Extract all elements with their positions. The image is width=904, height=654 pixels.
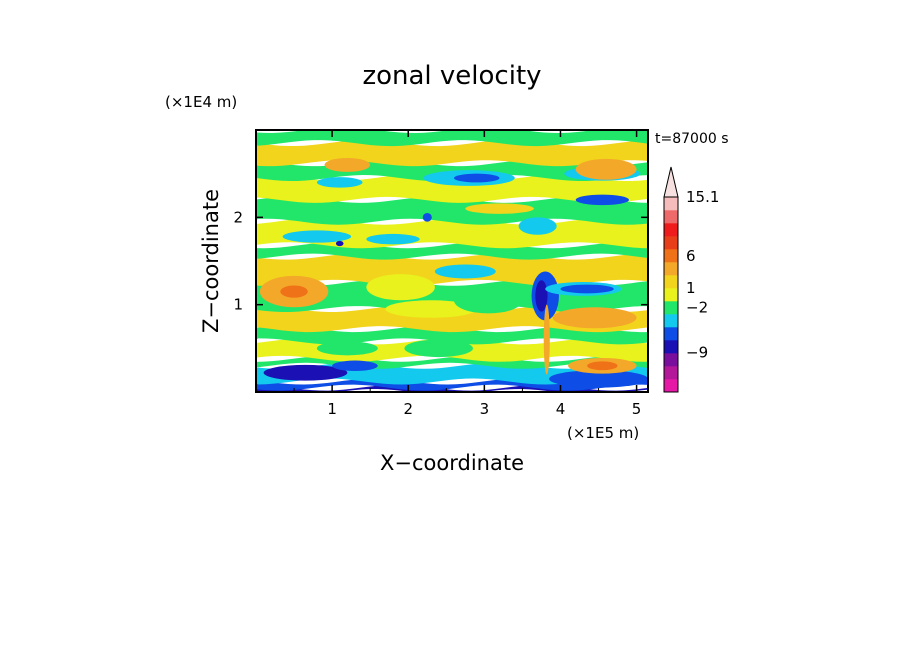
x-tick-label: 5 xyxy=(632,400,642,418)
colorbar-swatch xyxy=(664,210,678,224)
contour-band xyxy=(256,196,648,225)
plot-frame xyxy=(255,129,649,393)
y-tick-label: 1 xyxy=(233,296,243,314)
contour-patch xyxy=(385,300,477,318)
colorbar-extend-arrow xyxy=(663,166,679,198)
contour-patch xyxy=(434,264,496,279)
colorbar-frame xyxy=(663,196,679,393)
x-axis-title: X−coordinate xyxy=(380,451,524,475)
contour-patch xyxy=(366,274,435,301)
colorbar-label: −2 xyxy=(686,298,708,316)
contour-band xyxy=(256,326,648,345)
colorbar: 15.1 6 1−2 −9 xyxy=(663,166,719,393)
contour-patch xyxy=(560,284,614,294)
contour-field xyxy=(256,130,648,392)
contour-patch xyxy=(366,233,420,245)
colorbar-swatch xyxy=(664,353,678,367)
contour-patch xyxy=(575,158,637,180)
colorbar-swatch xyxy=(664,275,678,289)
y-tick-label: 2 xyxy=(233,208,243,226)
colorbar-swatch xyxy=(664,379,678,393)
y-axis-title: Z−coordinate xyxy=(199,189,223,333)
colorbar-swatch xyxy=(664,301,678,315)
contour-patch xyxy=(587,361,618,371)
contour-patch xyxy=(422,212,432,222)
colorbar-swatch xyxy=(664,340,678,354)
contour-patch xyxy=(535,280,548,312)
contour-patch xyxy=(552,307,637,329)
contour-band xyxy=(256,242,648,260)
contour-patch xyxy=(549,370,648,388)
contour-patch xyxy=(404,339,473,358)
x-tick-label: 2 xyxy=(403,400,413,418)
chart-title: zonal velocity xyxy=(362,61,541,91)
contour-band xyxy=(256,130,648,147)
colorbar-swatch xyxy=(664,314,678,328)
x-tick-label: 4 xyxy=(556,400,566,418)
contour-patch xyxy=(263,364,348,381)
colorbar-swatch xyxy=(664,366,678,380)
contour-patch xyxy=(465,203,534,214)
contour-patch xyxy=(453,173,500,183)
contour-patch xyxy=(316,341,378,356)
y-unit-label: (×1E4 m) xyxy=(165,93,237,111)
x-tick-label: 3 xyxy=(480,400,490,418)
x-unit-label: (×1E5 m) xyxy=(567,424,639,442)
colorbar-label: 1 xyxy=(686,279,696,297)
contour-patch xyxy=(280,285,308,298)
contour-patch xyxy=(453,287,523,314)
colorbar-label: 6 xyxy=(686,247,696,265)
contour-patch xyxy=(324,157,371,172)
y-axis: 12 xyxy=(233,208,648,314)
colorbar-swatch xyxy=(664,327,678,341)
colorbar-swatch xyxy=(664,197,678,211)
contour-patch xyxy=(332,360,378,372)
contour-patch xyxy=(543,304,550,375)
x-axis: 1 2 3 4 5 xyxy=(293,130,642,418)
colorbar-swatch xyxy=(664,288,678,302)
colorbar-label: 15.1 xyxy=(686,188,719,206)
contour-patch xyxy=(316,177,363,188)
contour-patch xyxy=(575,194,629,206)
x-tick-label: 1 xyxy=(327,400,337,418)
colorbar-swatch xyxy=(664,223,678,237)
contour-patch xyxy=(518,217,557,235)
time-label: t=87000 s xyxy=(655,131,729,147)
contour-patch xyxy=(335,240,344,247)
colorbar-swatch xyxy=(664,262,678,276)
contour-patch xyxy=(282,230,352,243)
colorbar-swatch xyxy=(664,236,678,250)
colorbar-swatch xyxy=(664,249,678,263)
colorbar-label: −9 xyxy=(686,344,708,362)
